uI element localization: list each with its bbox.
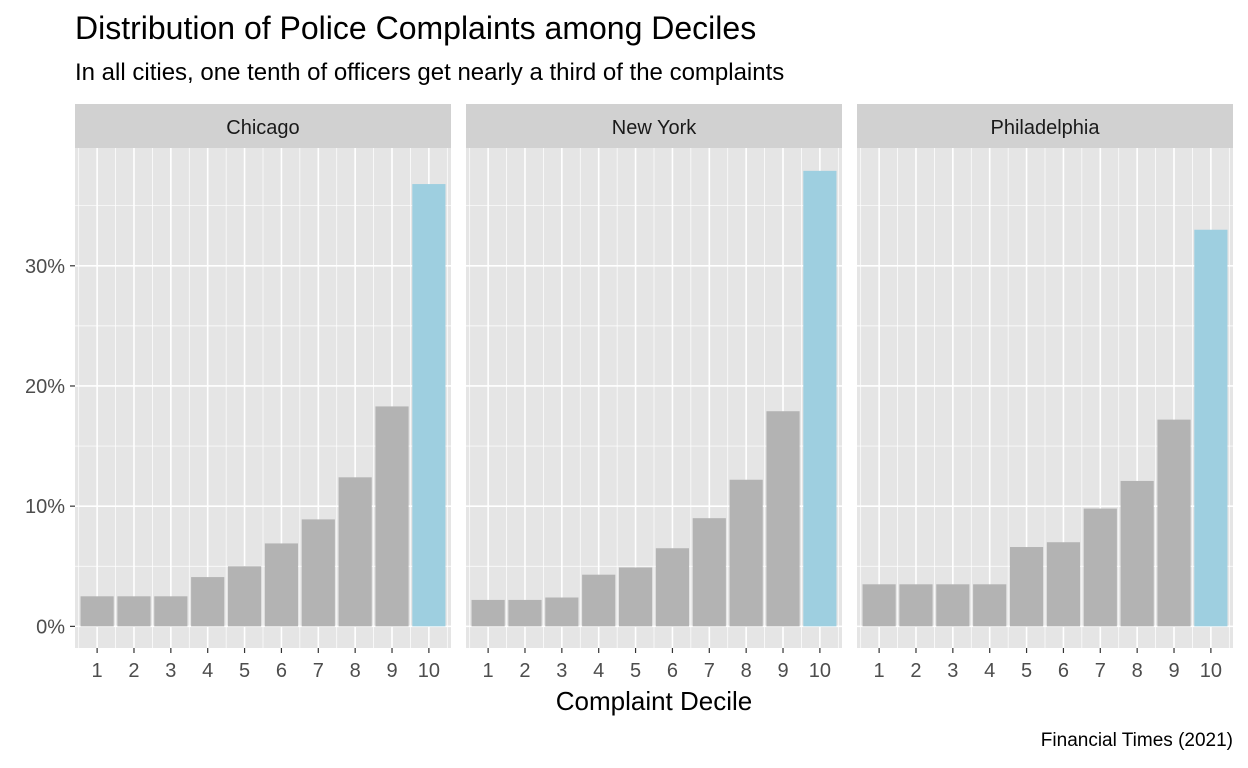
bar-decile-5 [618, 567, 653, 627]
x-tick-label: 5 [1021, 660, 1032, 682]
facet-strip [466, 104, 842, 148]
bar-decile-6 [264, 543, 299, 627]
bar-decile-4 [973, 584, 1007, 627]
bar-decile-4 [582, 574, 616, 627]
bar-decile-6 [655, 548, 690, 627]
facet-strip-label: Chicago [226, 117, 299, 139]
bar-decile-2 [899, 584, 933, 627]
chart-title: Distribution of Police Complaints among … [75, 10, 757, 46]
x-tick-label: 7 [1095, 660, 1106, 682]
bar-decile-5 [1009, 547, 1044, 627]
facet-strip-label: New York [612, 117, 697, 139]
x-tick-label: 2 [519, 660, 530, 682]
bar-decile-2 [508, 599, 542, 627]
x-tick-label: 4 [593, 660, 604, 682]
x-tick-label: 5 [239, 660, 250, 682]
x-tick-label: 10 [418, 660, 440, 682]
bar-decile-4 [191, 577, 225, 627]
source-caption: Financial Times (2021) [1040, 730, 1233, 751]
bar-decile-7 [301, 519, 335, 627]
bar-decile-1 [80, 596, 114, 627]
chart-subtitle: In all cities, one tenth of officers get… [75, 59, 785, 86]
x-tick-label: 3 [947, 660, 958, 682]
x-tick-label: 6 [276, 660, 287, 682]
x-tick-label: 2 [128, 660, 139, 682]
bar-decile-3 [936, 584, 970, 627]
bar-decile-9 [375, 406, 409, 627]
bar-decile-2 [117, 596, 151, 627]
y-tick-label: 10% [25, 496, 65, 518]
x-tick-label: 1 [874, 660, 885, 682]
facet-strip [857, 104, 1233, 148]
bar-decile-10 [412, 184, 446, 627]
bar-decile-3 [545, 597, 579, 627]
bar-decile-1 [862, 584, 896, 627]
x-tick-label: 9 [386, 660, 397, 682]
bar-decile-8 [1120, 480, 1154, 627]
x-tick-label: 8 [741, 660, 752, 682]
x-tick-label: 1 [483, 660, 494, 682]
bar-decile-8 [338, 477, 372, 627]
bar-decile-6 [1046, 542, 1081, 627]
x-tick-label: 7 [313, 660, 324, 682]
bar-decile-7 [692, 518, 726, 627]
x-tick-label: 3 [556, 660, 567, 682]
x-tick-label: 6 [1058, 660, 1069, 682]
bar-decile-9 [766, 411, 800, 627]
facet-panel-chicago: Chicago 1 2 3 4 5 6 7 8 9 10 [75, 104, 451, 682]
x-tick-label: 9 [777, 660, 788, 682]
x-tick-label: 9 [1168, 660, 1179, 682]
bar-decile-1 [471, 599, 505, 627]
bar-decile-5 [227, 566, 262, 627]
x-tick-label: 3 [165, 660, 176, 682]
x-tick-label: 5 [630, 660, 641, 682]
facet-panel-new-york: New York 1 2 3 4 5 6 7 8 9 10 [466, 104, 842, 682]
y-tick-label: 0% [36, 616, 65, 638]
x-tick-label: 10 [809, 660, 831, 682]
bar-decile-3 [154, 596, 188, 627]
x-tick-label: 2 [910, 660, 921, 682]
x-tick-label: 1 [92, 660, 103, 682]
x-tick-label: 4 [202, 660, 213, 682]
y-axis: 0% 10% 20% 30% [25, 256, 75, 638]
facet-strip-label: Philadelphia [991, 117, 1101, 139]
bar-decile-10 [1194, 229, 1228, 627]
x-tick-label: 7 [704, 660, 715, 682]
x-tick-label: 8 [350, 660, 361, 682]
x-axis-label: Complaint Decile [556, 686, 753, 716]
x-tick-label: 8 [1132, 660, 1143, 682]
x-tick-label: 6 [667, 660, 678, 682]
facet-panel-philadelphia: Philadelphia 1 2 3 4 5 6 7 8 9 10 [857, 104, 1233, 682]
bar-decile-7 [1083, 508, 1117, 627]
x-tick-label: 10 [1200, 660, 1222, 682]
bar-decile-9 [1157, 419, 1191, 627]
x-tick-label: 4 [984, 660, 995, 682]
y-tick-label: 20% [25, 376, 65, 398]
facet-strip [75, 104, 451, 148]
bar-decile-10 [803, 170, 837, 627]
y-tick-label: 30% [25, 256, 65, 278]
bar-decile-8 [729, 479, 763, 627]
